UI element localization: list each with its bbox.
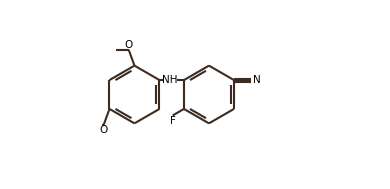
Text: NH: NH xyxy=(161,75,177,85)
Text: F: F xyxy=(170,116,176,126)
Text: O: O xyxy=(125,40,133,50)
Text: N: N xyxy=(253,75,261,85)
Text: O: O xyxy=(99,125,108,135)
